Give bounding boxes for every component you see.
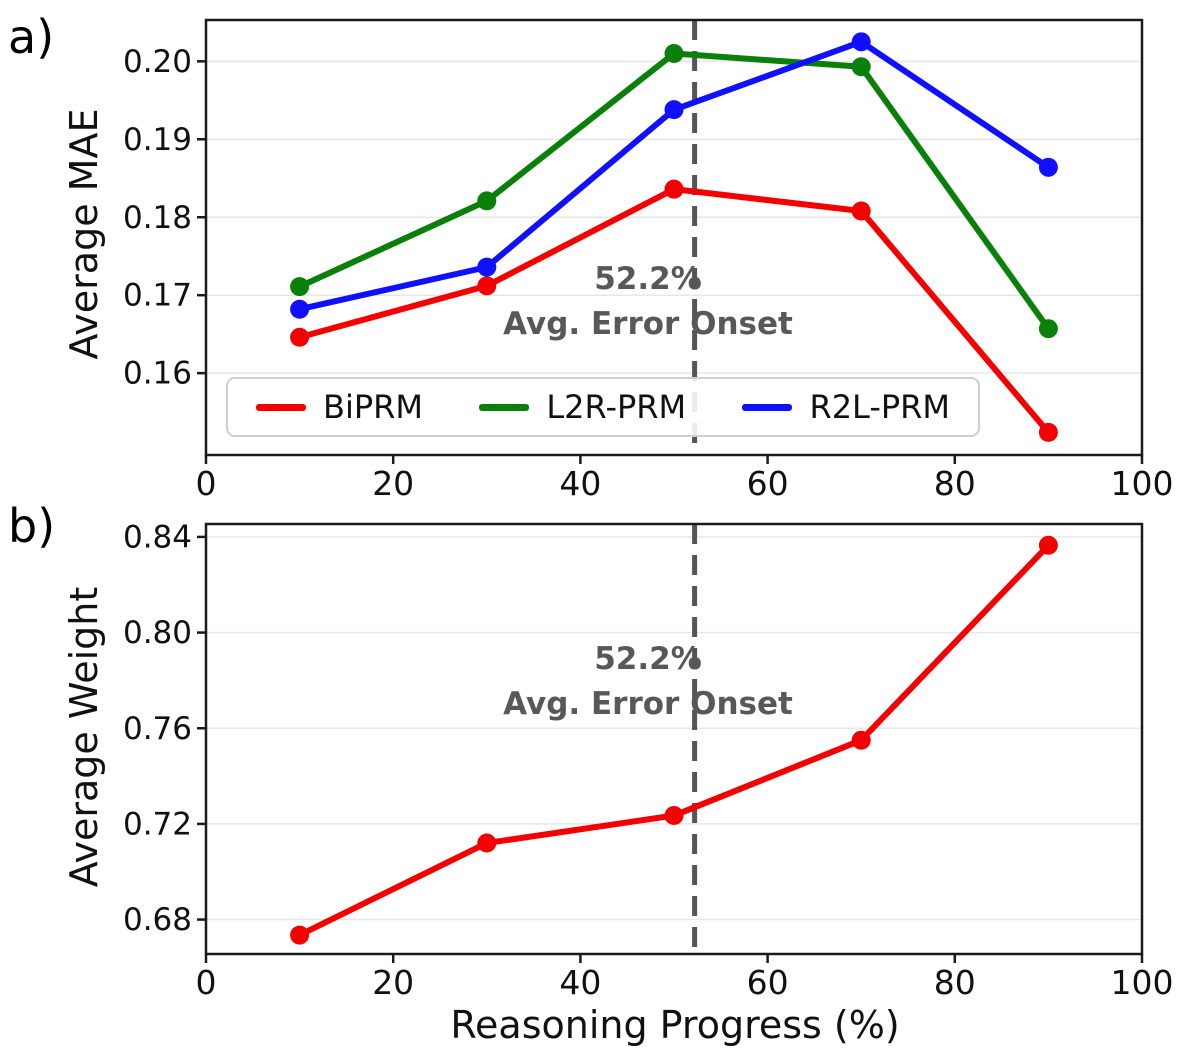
series-r2l-prm-marker xyxy=(1038,157,1058,177)
panel-b-letter: b) xyxy=(8,499,56,553)
legend-label-biprm: BiPRM xyxy=(323,388,423,426)
legend-swatch-biprm xyxy=(256,403,306,411)
series-l2r-prm-marker xyxy=(664,44,684,64)
legend-item-r2l-prm: R2L-PRM xyxy=(742,391,950,423)
series-r2l-prm-marker xyxy=(851,32,871,52)
panel-b-y-tick-label: 0.76 xyxy=(123,711,192,747)
panel-a-y-tick-label: 0.16 xyxy=(123,356,192,392)
panel-a-x-tick-label: 60 xyxy=(747,464,789,503)
panel-b-error-onset-annotation: 52.2% Avg. Error Onset xyxy=(503,637,793,727)
legend-swatch-l2r-prm xyxy=(479,403,530,411)
panel-b-x-tick-label: 20 xyxy=(372,963,414,1002)
legend-label-l2r-prm: L2R-PRM xyxy=(546,388,687,426)
panel-a-error-onset-annotation: 52.2% Avg. Error Onset xyxy=(503,257,793,347)
series-biprm-marker xyxy=(477,276,497,296)
series-biprm-marker xyxy=(477,833,497,853)
panel-b-x-tick-label: 40 xyxy=(559,963,601,1002)
legend-item-biprm: BiPRM xyxy=(256,391,423,423)
series-l2r-prm-marker xyxy=(851,57,871,77)
annotation-caption-line: Avg. Error Onset xyxy=(503,686,793,722)
annotation-percent-line: 52.2% xyxy=(594,641,702,677)
series-biprm-marker xyxy=(851,730,871,750)
panel-a-y-axis-label: Average MAE xyxy=(62,108,106,360)
panel-a-y-tick-label: 0.20 xyxy=(123,44,192,80)
legend-swatch-r2l-prm xyxy=(742,403,793,411)
panel-a-x-tick-label: 80 xyxy=(934,464,976,503)
series-biprm-marker xyxy=(851,201,871,221)
panel-a-y-tick-label: 0.17 xyxy=(123,278,192,314)
series-biprm-marker xyxy=(1038,535,1058,555)
series-biprm-marker xyxy=(664,179,684,199)
panel-b-x-tick-label: 0 xyxy=(196,963,217,1002)
panel-b-y-axis-label: Average Weight xyxy=(62,586,106,888)
panel-b-y-tick-label: 0.72 xyxy=(123,806,192,842)
panel-b-y-tick-label: 0.80 xyxy=(123,615,192,651)
panel-a-x-tick-label: 100 xyxy=(1111,464,1174,503)
series-l2r-prm-marker xyxy=(477,191,497,211)
series-biprm-marker xyxy=(290,925,310,945)
panel-b-y-tick-label: 0.84 xyxy=(123,519,192,555)
series-biprm-line xyxy=(296,542,1052,939)
panel-b-x-tick-label: 60 xyxy=(747,963,789,1002)
series-biprm-marker xyxy=(1038,422,1058,442)
series-l2r-prm-marker xyxy=(1038,319,1058,339)
series-r2l-prm-marker xyxy=(290,299,310,319)
panel-a-y-tick-label: 0.18 xyxy=(123,200,192,236)
series-r2l-prm-marker xyxy=(477,257,497,277)
panel-a-x-tick-label: 20 xyxy=(372,464,414,503)
series-r2l-prm-marker xyxy=(664,100,684,120)
annotation-caption-line: Avg. Error Onset xyxy=(503,306,793,342)
panel-b-y-tick-label: 0.68 xyxy=(123,902,192,938)
panel-b-x-tick-label: 80 xyxy=(934,963,976,1002)
panel-a-x-tick-label: 40 xyxy=(559,464,601,503)
x-axis-label: Reasoning Progress (%) xyxy=(450,1003,900,1047)
legend-item-l2r-prm: L2R-PRM xyxy=(479,391,686,423)
legend: BiPRM L2R-PRM R2L-PRM xyxy=(226,377,980,437)
series-biprm-marker xyxy=(290,327,310,347)
series-l2r-prm-marker xyxy=(290,277,310,297)
panel-b-spines xyxy=(204,522,1144,956)
series-biprm-marker xyxy=(664,806,684,826)
panel-a-x-tick-label: 0 xyxy=(196,464,217,503)
legend-label-r2l-prm: R2L-PRM xyxy=(809,388,950,426)
panel-a-spines xyxy=(204,18,1144,457)
annotation-percent-line: 52.2% xyxy=(594,261,702,297)
panel-a-letter: a) xyxy=(8,10,55,64)
panel-b-x-tick-label: 100 xyxy=(1111,963,1174,1002)
panel-a-y-tick-label: 0.19 xyxy=(123,122,192,158)
